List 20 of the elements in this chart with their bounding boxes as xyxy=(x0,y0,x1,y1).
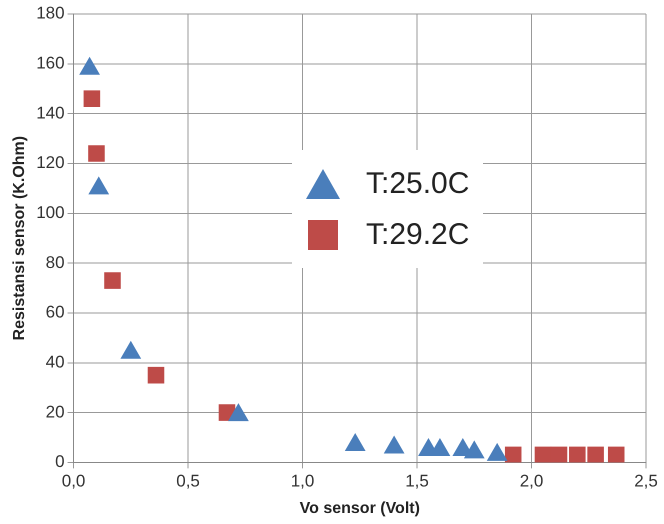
x-tick-label: 0,5 xyxy=(176,471,200,490)
y-tick-label: 100 xyxy=(36,202,65,222)
x-tick-label: 1,0 xyxy=(290,471,314,490)
x-tick-label: 2,5 xyxy=(634,471,658,490)
legend-label: T:25.0C xyxy=(366,166,470,202)
y-tick-label: 160 xyxy=(36,54,65,73)
y-tick-label: 140 xyxy=(36,103,65,122)
x-tick-label: 0,0 xyxy=(62,471,86,490)
legend-label: T:29.2C xyxy=(366,217,470,253)
y-tick-label: 60 xyxy=(46,302,65,322)
y-tick-label: 0 xyxy=(55,452,65,472)
y-tick-label: 40 xyxy=(46,352,65,372)
y-tick-label: 20 xyxy=(46,402,65,422)
y-tick-label: 180 xyxy=(36,4,65,23)
y-axis-title: Resistansi sensor (K.Ohm) xyxy=(11,136,28,340)
y-tick-label: 120 xyxy=(36,153,65,172)
y-tick-label: 80 xyxy=(46,252,65,272)
x-axis-title: Vo sensor (Volt) xyxy=(300,500,420,517)
x-tick-label: 1,5 xyxy=(405,471,429,490)
x-tick-label: 2,0 xyxy=(520,471,544,490)
